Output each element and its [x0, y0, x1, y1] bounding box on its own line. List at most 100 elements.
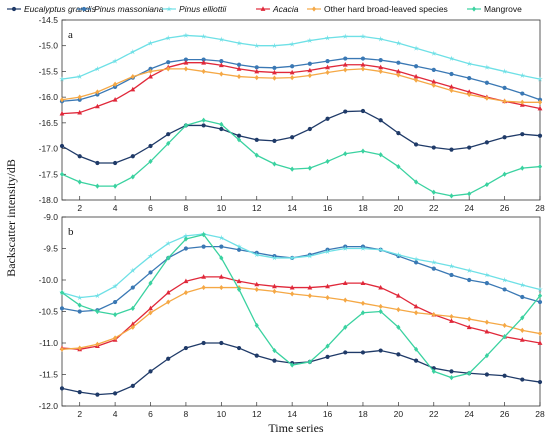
legend-swatch-marker [81, 6, 87, 12]
data-point [378, 308, 383, 315]
data-point [467, 76, 472, 81]
data-point [343, 324, 348, 330]
data-point [537, 379, 543, 385]
legend-item-6: Mangrove [467, 4, 522, 14]
data-point [343, 56, 348, 61]
data-point [413, 310, 419, 316]
data-point [148, 270, 153, 275]
data-point [129, 267, 136, 273]
data-point [395, 251, 402, 258]
data-point [236, 133, 242, 138]
x-tick-label: 22 [429, 409, 439, 419]
data-point [343, 109, 348, 114]
legend-item-5: Other hard broad-leaved species [307, 4, 448, 14]
data-point [378, 152, 383, 158]
data-point [502, 287, 507, 292]
data-point [113, 312, 118, 318]
data-point [519, 282, 526, 288]
data-point [77, 154, 82, 159]
data-point [290, 135, 295, 140]
data-point [395, 40, 402, 46]
y-tick-label: -12.0 [39, 401, 59, 411]
data-point [148, 310, 153, 316]
data-point [502, 85, 507, 90]
data-point [59, 290, 65, 296]
data-point [254, 281, 260, 287]
data-point [112, 97, 118, 102]
plot-frame [61, 19, 541, 201]
x-tick-label: 2 [77, 203, 82, 213]
y-tick-label: -16.5 [39, 118, 59, 128]
data-point [219, 340, 224, 346]
data-point [254, 137, 259, 142]
data-point [201, 68, 206, 75]
data-point [219, 284, 224, 291]
y-tick-label: -10.0 [39, 275, 59, 285]
y-axis-title: Backscatter intensity/dB [4, 159, 18, 277]
data-point [236, 247, 242, 252]
data-point [431, 67, 436, 72]
data-point [59, 306, 65, 311]
data-point [537, 330, 543, 337]
data-point [77, 302, 82, 308]
data-point [307, 359, 312, 365]
data-point [484, 281, 489, 286]
data-point [378, 284, 384, 290]
y-tick-label: -18.0 [39, 195, 59, 205]
data-point [537, 105, 543, 111]
data-point [59, 386, 65, 391]
data-point [236, 137, 242, 143]
data-point [502, 322, 507, 328]
data-point [59, 346, 65, 352]
y-tick-label: -9.5 [43, 244, 58, 254]
data-point [467, 145, 472, 150]
data-point [77, 390, 82, 395]
data-point [272, 161, 277, 167]
data-point [449, 84, 454, 89]
data-point [537, 340, 543, 345]
y-tick-label: -11.5 [39, 370, 58, 380]
data-point [290, 166, 295, 172]
data-point [183, 122, 189, 129]
x-tick-label: 8 [184, 203, 189, 213]
series-5 [59, 284, 543, 352]
data-point [307, 61, 312, 66]
legend-swatch-marker [471, 6, 477, 12]
data-point [395, 68, 401, 74]
data-point [484, 319, 489, 325]
data-point [307, 67, 313, 73]
data-point [325, 354, 330, 359]
data-point [467, 316, 472, 322]
data-point [130, 383, 135, 388]
data-point [272, 69, 277, 75]
data-point [112, 58, 118, 64]
series-line [61, 34, 541, 80]
data-point [183, 66, 189, 72]
legend-item-2: Pinus massoniana [77, 4, 164, 14]
data-point [449, 71, 454, 77]
legend-swatch-marker [11, 6, 17, 12]
data-point [431, 312, 436, 318]
y-tick-label: -10.5 [39, 307, 59, 317]
data-point [253, 251, 260, 258]
data-point [378, 58, 383, 63]
data-point [254, 286, 259, 293]
x-tick-label: 6 [148, 203, 153, 213]
x-tick-label: 16 [323, 203, 333, 213]
data-point [290, 75, 295, 81]
x-tick-label: 14 [287, 203, 297, 213]
data-point [165, 35, 172, 41]
x-tick-label: 26 [500, 409, 510, 419]
data-point [236, 40, 242, 46]
data-point [537, 163, 543, 170]
data-point [502, 171, 507, 177]
data-point [166, 299, 171, 305]
data-point [343, 151, 348, 157]
data-point [396, 72, 401, 78]
data-point [307, 253, 313, 259]
data-point [183, 278, 189, 284]
series-4 [59, 59, 543, 116]
data-point [94, 292, 101, 299]
data-point [289, 254, 295, 261]
